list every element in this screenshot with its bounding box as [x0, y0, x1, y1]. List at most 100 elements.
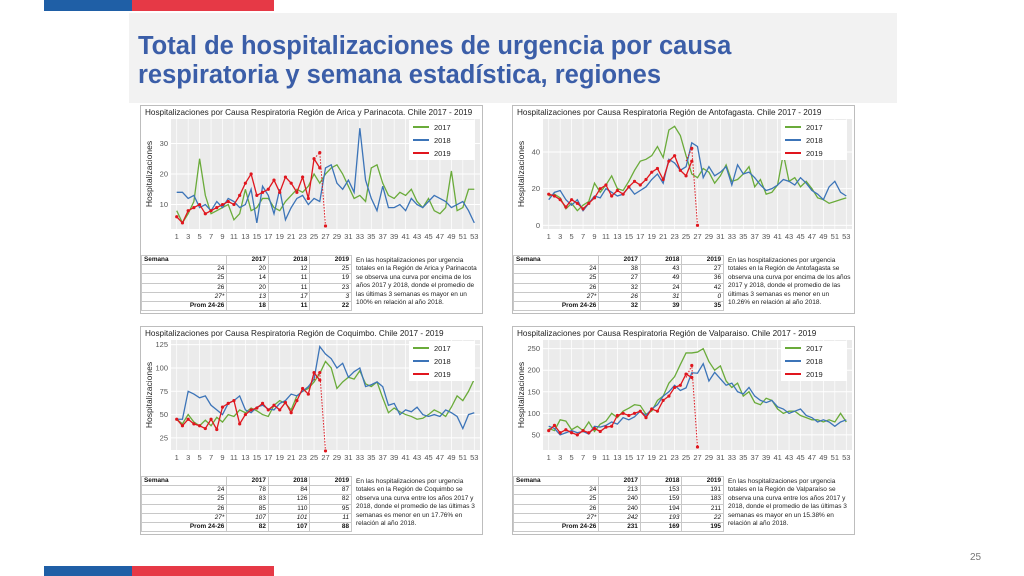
y-axis-label: Hospitalizaciones: [516, 362, 526, 428]
table-cell: 32: [598, 300, 641, 312]
x-tick-label: 49: [447, 453, 455, 462]
table-cell: 107: [267, 521, 311, 533]
table-cell: 87: [309, 485, 352, 496]
series-point-2019: [627, 185, 631, 189]
table-row: 25 83 126 82: [140, 494, 352, 505]
x-tick-label: 1: [175, 453, 179, 462]
x-tick-label: 1: [547, 232, 551, 241]
table-cell: 101: [267, 512, 311, 523]
x-tick-label: 7: [581, 232, 585, 241]
series-point-2019: [243, 412, 247, 417]
table-cell: 126: [267, 494, 311, 505]
x-tick-label: 33: [728, 453, 736, 462]
table-cell: 26: [140, 282, 228, 293]
x-tick-label: 43: [413, 232, 421, 241]
x-tick-label: 9: [220, 453, 224, 462]
table-cell: 82: [309, 494, 352, 505]
series-point-2019: [238, 193, 242, 197]
table-cell: 14: [226, 273, 269, 284]
series-point-2019: [203, 426, 207, 431]
y-tick-label: 75: [160, 387, 168, 396]
x-tick-label: 41: [773, 453, 781, 462]
legend-label: 2019: [434, 370, 451, 379]
x-tick-label: 25: [682, 453, 690, 462]
series-point-2019: [215, 427, 219, 432]
series-line-2018: [548, 141, 847, 212]
x-tick-label: 9: [592, 232, 596, 241]
table-cell: 0: [681, 291, 724, 302]
legend-label: 2017: [806, 344, 823, 353]
x-tick-label: 25: [682, 232, 690, 241]
series-point-2019: [695, 445, 700, 449]
table-cell: 191: [681, 485, 724, 496]
x-tick-label: 37: [751, 232, 759, 241]
table-row: 24 20 12 25: [140, 264, 352, 275]
plot-area: Hospitalizaciones por Causa Respiratoria…: [141, 106, 482, 253]
table-header: 2019: [309, 254, 352, 266]
table-cell: 11: [309, 512, 352, 523]
table-cell: 110: [267, 503, 311, 514]
x-tick-label: 47: [808, 453, 816, 462]
table-header: 2017: [598, 475, 641, 487]
table-row: 25 240 159 183: [512, 494, 724, 505]
table-header: Semana: [512, 475, 600, 487]
x-tick-label: 31: [344, 232, 352, 241]
series-point-2019: [283, 400, 288, 405]
series-point-2019: [581, 428, 585, 433]
x-tick-label: 35: [739, 232, 747, 241]
table-cell: 31: [639, 291, 683, 302]
table-cell: 19: [309, 273, 352, 284]
series-point-2019: [266, 408, 270, 412]
legend-label: 2017: [434, 123, 451, 132]
table-cell: Prom 24-26: [512, 521, 600, 533]
series-point-2019: [610, 424, 614, 428]
analysis-note: En las hospitalizaciones por urgencia to…: [728, 478, 847, 528]
series-line-2019-projection: [313, 151, 326, 226]
x-tick-label: 51: [459, 453, 467, 462]
series-point-2019: [289, 411, 293, 415]
panel-arica: Hospitalizaciones por Causa Respiratoria…: [140, 105, 483, 314]
x-tick-label: 49: [447, 232, 455, 241]
series-point-2019: [644, 416, 648, 420]
series-point-2019: [575, 201, 579, 205]
series-point-2019: [306, 392, 310, 396]
series-point-2019: [226, 401, 230, 405]
x-tick-label: 47: [436, 453, 444, 462]
x-tick-label: 33: [356, 453, 364, 462]
x-tick-label: 23: [298, 453, 306, 462]
x-tick-label: 33: [356, 232, 364, 241]
table-cell: Prom 24-26: [140, 521, 228, 533]
series-point-2019: [615, 413, 619, 418]
table-cell: 27*: [512, 291, 600, 302]
series-point-2019: [318, 371, 322, 375]
series-point-2019: [667, 394, 671, 398]
series-point-2019: [278, 408, 282, 412]
x-tick-label: 17: [636, 232, 644, 241]
legend-label: 2019: [434, 149, 451, 158]
series-point-2019: [684, 174, 688, 178]
series-point-2019: [661, 398, 665, 402]
table-cell: 213: [598, 485, 641, 496]
x-tick-label: 51: [831, 453, 839, 462]
table-cell: 25: [140, 494, 228, 505]
table-cell: 12: [267, 264, 311, 275]
series-point-2019: [198, 202, 202, 207]
x-tick-label: 49: [819, 453, 827, 462]
x-tick-label: 45: [424, 232, 432, 241]
table-cell: 38: [598, 264, 641, 275]
table-cell: 242: [598, 512, 641, 523]
x-tick-label: 47: [808, 232, 816, 241]
table-cell: 26: [512, 282, 600, 293]
chart-title: Hospitalizaciones por Causa Respiratoria…: [145, 329, 444, 338]
x-tick-label: 15: [253, 453, 261, 462]
x-tick-label: 29: [333, 232, 341, 241]
table-cell: 27: [681, 264, 724, 275]
series-point-2019: [278, 190, 282, 194]
bottom-accent-bar-blue: [44, 566, 132, 576]
page-number: 25: [970, 552, 982, 563]
table-cell: 107: [226, 512, 269, 523]
table-row: 27* 26 31 0: [512, 291, 724, 302]
table-cell: 25: [309, 264, 352, 275]
